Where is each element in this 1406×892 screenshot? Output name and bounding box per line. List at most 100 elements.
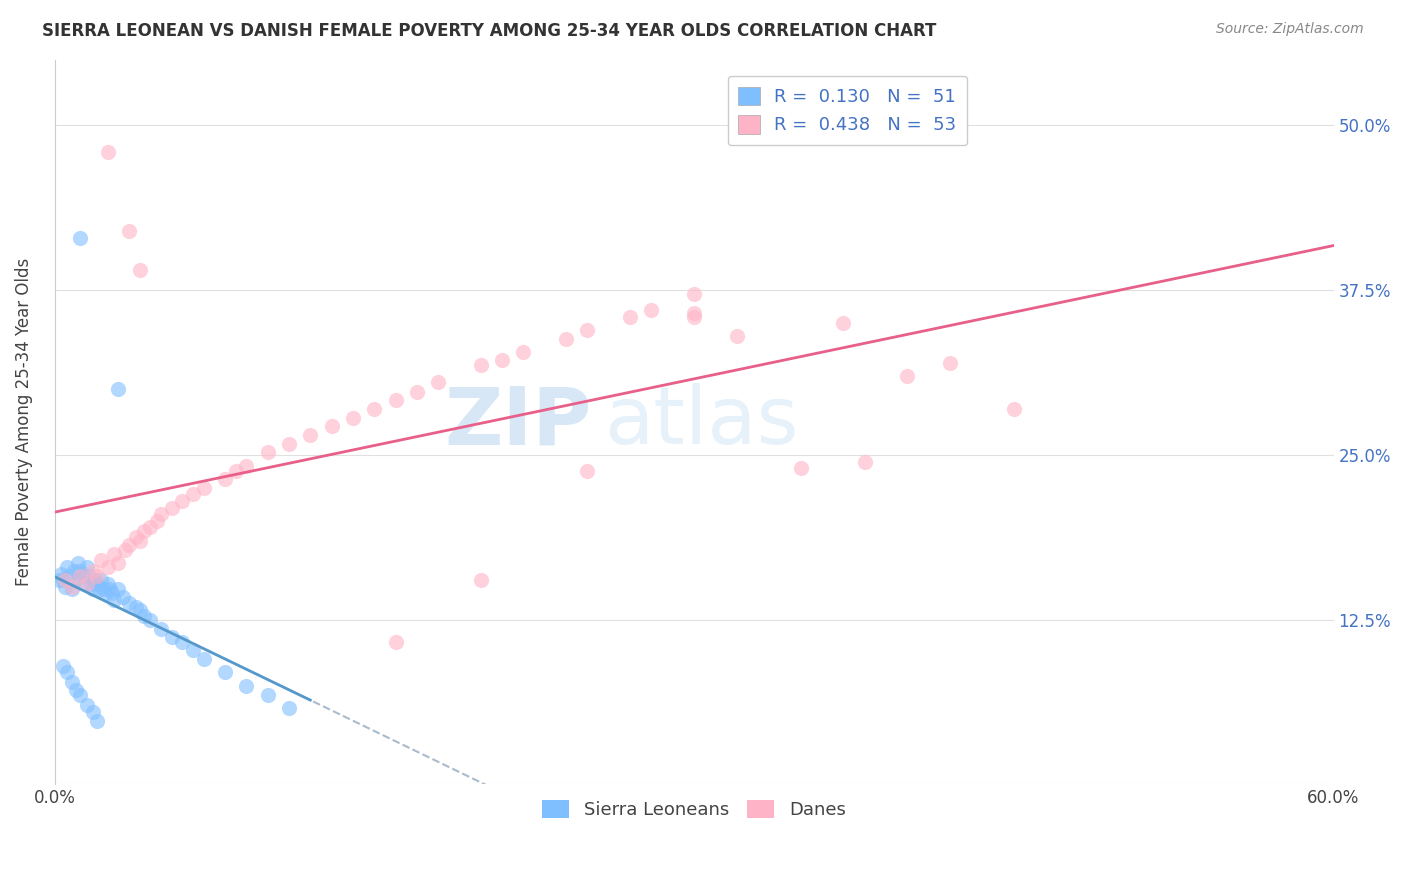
Point	[160, 630, 183, 644]
Point	[58, 569, 80, 583]
Point	[76, 560, 98, 574]
Point	[94, 586, 117, 600]
Point	[132, 608, 155, 623]
Point	[93, 582, 115, 597]
Point	[62, 564, 84, 578]
Point	[56, 665, 79, 680]
Point	[66, 556, 89, 570]
Point	[111, 591, 134, 605]
Point	[235, 679, 257, 693]
Point	[86, 714, 108, 728]
Legend: Sierra Leoneans, Danes: Sierra Leoneans, Danes	[536, 792, 853, 826]
Point	[128, 533, 150, 548]
Point	[576, 464, 599, 478]
Text: SIERRA LEONEAN VS DANISH FEMALE POVERTY AMONG 25-34 YEAR OLDS CORRELATION CHART: SIERRA LEONEAN VS DANISH FEMALE POVERTY …	[42, 22, 936, 40]
Point	[69, 688, 91, 702]
Point	[69, 564, 91, 578]
Point	[384, 392, 406, 407]
Point	[181, 487, 204, 501]
Point	[53, 580, 76, 594]
Point	[555, 332, 578, 346]
Point	[97, 560, 120, 574]
Point	[98, 582, 121, 597]
Point	[86, 577, 108, 591]
Point	[60, 674, 83, 689]
Point	[52, 573, 75, 587]
Point	[491, 353, 513, 368]
Y-axis label: Female Poverty Among 25-34 Year Olds: Female Poverty Among 25-34 Year Olds	[15, 258, 32, 586]
Point	[342, 411, 364, 425]
Point	[73, 577, 96, 591]
Point	[60, 580, 83, 594]
Point	[82, 582, 104, 597]
Point	[683, 310, 706, 324]
Point	[150, 622, 173, 636]
Point	[77, 569, 100, 583]
Point	[124, 530, 146, 544]
Point	[48, 573, 70, 587]
Point	[181, 643, 204, 657]
Point	[235, 458, 257, 473]
Point	[76, 577, 98, 591]
Point	[124, 599, 146, 614]
Point	[82, 564, 104, 578]
Point	[832, 316, 855, 330]
Point	[725, 329, 748, 343]
Point	[69, 230, 91, 244]
Point	[1002, 401, 1025, 416]
Point	[150, 508, 173, 522]
Point	[470, 573, 492, 587]
Text: Source: ZipAtlas.com: Source: ZipAtlas.com	[1216, 22, 1364, 37]
Point	[683, 287, 706, 301]
Point	[65, 682, 87, 697]
Point	[128, 603, 150, 617]
Point	[107, 556, 129, 570]
Point	[146, 514, 169, 528]
Point	[103, 593, 125, 607]
Point	[52, 658, 75, 673]
Point	[214, 472, 236, 486]
Point	[172, 635, 194, 649]
Text: atlas: atlas	[605, 383, 799, 461]
Point	[80, 577, 103, 591]
Point	[70, 569, 93, 583]
Point	[65, 573, 87, 587]
Point	[107, 582, 129, 597]
Point	[160, 500, 183, 515]
Point	[97, 577, 120, 591]
Point	[214, 665, 236, 680]
Point	[256, 688, 278, 702]
Point	[256, 445, 278, 459]
Point	[84, 573, 107, 587]
Point	[128, 263, 150, 277]
Point	[363, 401, 385, 416]
Point	[114, 542, 136, 557]
Point	[139, 520, 162, 534]
Point	[896, 368, 918, 383]
Point	[103, 547, 125, 561]
Point	[101, 586, 124, 600]
Point	[118, 596, 141, 610]
Text: ZIP: ZIP	[444, 383, 592, 461]
Point	[132, 524, 155, 539]
Point	[172, 494, 194, 508]
Point	[683, 305, 706, 319]
Point	[89, 582, 111, 597]
Point	[193, 652, 215, 666]
Point	[789, 461, 811, 475]
Point	[97, 145, 120, 159]
Point	[321, 419, 343, 434]
Point	[86, 569, 108, 583]
Point	[939, 356, 962, 370]
Point	[619, 310, 641, 324]
Point	[406, 384, 429, 399]
Point	[576, 323, 599, 337]
Point	[193, 481, 215, 495]
Point	[53, 573, 76, 587]
Point	[384, 635, 406, 649]
Point	[60, 582, 83, 597]
Point	[90, 573, 112, 587]
Point	[470, 359, 492, 373]
Point	[107, 382, 129, 396]
Point	[90, 553, 112, 567]
